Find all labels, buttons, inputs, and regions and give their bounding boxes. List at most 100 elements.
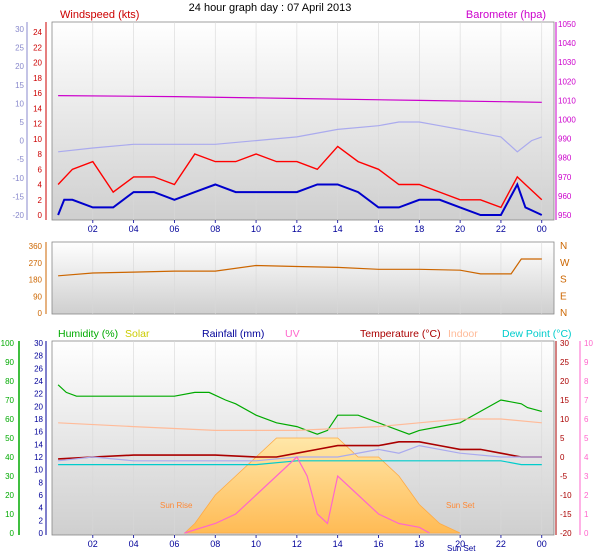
x-tick-label: 10 (251, 539, 261, 549)
humidity-tick-label: 70 (5, 396, 14, 405)
legend-item-solar: Solar (125, 328, 150, 340)
temperature-tick-label: -15 (560, 510, 572, 519)
baro-axis-ticks: 1050 1040 1030 1020 1010 1000 990 980 970 960 950 (558, 20, 576, 220)
x-tick-label: 16 (373, 224, 383, 234)
compass-tick-label: N (560, 241, 567, 252)
legend-item-dew: Dew Point (°C) (502, 328, 572, 340)
humidity-tick-label: 100 (1, 339, 15, 348)
wind-tick-label: 22 (33, 43, 42, 52)
legend-item-temperature: Temperature (°C) (360, 328, 441, 340)
humidity-tick-label: 90 (5, 358, 14, 367)
temp-x-ticks: 02 04 06 08 10 12 14 16 18 20 22 00 (88, 535, 547, 549)
x-tick-label: 20 (455, 539, 465, 549)
direction-line (58, 258, 542, 277)
temp-legend: Humidity (%) Solar Rainfall (mm) UV Temperat… (58, 328, 572, 340)
rainfall-tick-label: 18 (34, 415, 43, 424)
x-tick-label: 02 (88, 539, 98, 549)
wind-tick-label: 12 (33, 120, 42, 129)
rainfall-tick-label: 8 (39, 478, 44, 487)
humidity-tick-label: 20 (5, 491, 14, 500)
dew_point-line (58, 460, 542, 466)
uv-tick-label: 2 (584, 491, 589, 500)
outer-line (58, 121, 543, 153)
baro-tick-label: 980 (558, 154, 572, 163)
direction-tick-label: 0 (38, 309, 43, 318)
outer-tick-label: 10 (15, 99, 24, 108)
uv-tick-label: 5 (584, 434, 589, 443)
compass-tick-label: W (560, 258, 570, 269)
x-tick-label: 08 (210, 224, 220, 234)
temperature-tick-label: 15 (560, 396, 569, 405)
humidity-tick-label: 40 (5, 453, 14, 462)
direction-tick-label: 270 (29, 259, 43, 268)
outer_dew-line (58, 444, 542, 462)
legend-item-humidity: Humidity (%) (58, 328, 118, 340)
wind-tick-label: 10 (33, 135, 42, 144)
rainfall-tick-label: 2 (39, 516, 44, 525)
indoor-line (58, 418, 542, 431)
direction-plot-area (51, 241, 555, 315)
x-tick-label: 16 (373, 539, 383, 549)
sunset-tick-label: Sun Set (447, 544, 476, 553)
rainfall-tick-label: 24 (34, 377, 43, 386)
sunset-label: Sun Set (446, 501, 475, 510)
x-tick-label: 14 (333, 224, 343, 234)
x-tick-label: 04 (129, 224, 139, 234)
windspeed-label: Windspeed (kts) (60, 9, 139, 21)
outer-tick-label: 0 (20, 137, 25, 146)
humidity-tick-label: 80 (5, 377, 14, 386)
rainfall-tick-label: 26 (34, 364, 43, 373)
outer-tick-label: 20 (15, 62, 24, 71)
baro-tick-label: 1010 (558, 96, 576, 105)
x-tick-label: 00 (537, 539, 547, 549)
compass-tick-label: E (560, 291, 567, 302)
temperature-ticks: 30 25 20 15 10 5 0 -5 -10 -15 -20 (560, 339, 572, 538)
uv-tick-label: 7 (584, 396, 589, 405)
x-tick-label: 20 (455, 224, 465, 234)
humidity-tick-label: 60 (5, 415, 14, 424)
x-tick-label: 12 (292, 539, 302, 549)
solar-area (183, 437, 461, 534)
direction-tick-label: 90 (33, 292, 42, 301)
legend-item-uv: UV (285, 328, 300, 340)
uv-tick-label: 6 (584, 415, 589, 424)
temperature-tick-label: 0 (560, 453, 565, 462)
rainfall-tick-label: 14 (34, 440, 43, 449)
compass-tick-label: S (560, 275, 567, 286)
wind-tick-label: 4 (38, 181, 43, 190)
x-tick-label: 06 (169, 539, 179, 549)
temp-series (57, 384, 542, 534)
temperature-tick-label: 5 (560, 434, 565, 443)
barometer-line (58, 95, 542, 103)
barometer-label: Barometer (hpa) (466, 9, 546, 21)
uv-tick-label: 1 (584, 510, 589, 519)
outer-tick-label: -5 (17, 155, 25, 164)
uv-tick-label: 8 (584, 377, 589, 386)
wind-tick-label: 6 (38, 165, 43, 174)
humidity-tick-label: 10 (5, 510, 14, 519)
x-tick-label: 14 (333, 539, 343, 549)
baro-tick-label: 1020 (558, 77, 576, 86)
rainfall-tick-label: 6 (39, 491, 44, 500)
wind-series (57, 95, 543, 216)
uv-tick-label: 3 (584, 472, 589, 481)
wind-tick-label: 20 (33, 59, 42, 68)
outer-tick-label: 15 (15, 81, 24, 90)
baro-tick-label: 950 (558, 211, 572, 220)
wind-plot-area (51, 21, 555, 221)
temperature-tick-label: -5 (560, 472, 568, 481)
uv-tick-label: 9 (584, 358, 589, 367)
outer-tick-label: 5 (20, 118, 25, 127)
direction-degree-ticks: 360 270 180 90 0 (29, 242, 47, 318)
rainfall-tick-label: 0 (39, 529, 44, 538)
wind-tick-label: 2 (38, 196, 43, 205)
uv-tick-label: 4 (584, 453, 589, 462)
baro-tick-label: 990 (558, 135, 572, 144)
outer-tick-label: 25 (15, 44, 24, 53)
chart-title: 24 hour graph day : 07 April 2013 (189, 2, 352, 14)
x-tick-label: 22 (496, 539, 506, 549)
